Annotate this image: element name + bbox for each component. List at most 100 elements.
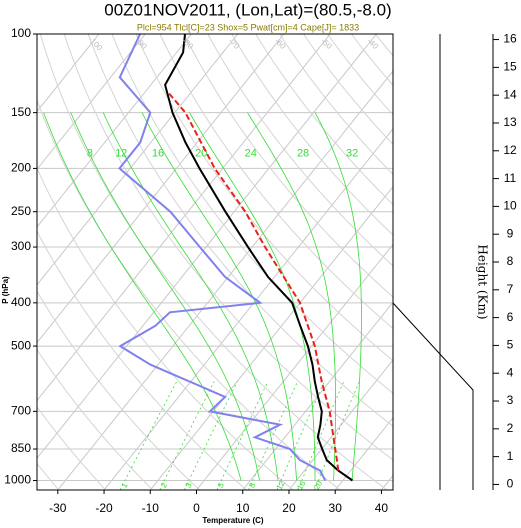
y-tick-label: 150 (11, 105, 31, 119)
y2-tick-label: 2 (507, 421, 514, 435)
mixing-ratio-line (216, 381, 269, 490)
mixing-ratio-label: 2 (159, 481, 169, 490)
y2-tick-label: 13 (503, 115, 517, 129)
y2-tick-label: 3 (507, 393, 514, 407)
profile-line (164, 34, 354, 482)
mixing-ratio-line (159, 381, 215, 490)
dry-adiabat (111, 34, 393, 394)
moist-adiabat-label: 24 (245, 148, 257, 160)
y-tick-label: 850 (11, 441, 31, 455)
chart-subtitle: Plcl=954 Tlcl[C]=23 Shox=5 Pwat[cm]=4 Ca… (137, 22, 359, 32)
isotherm (334, 416, 393, 490)
dry-adiabat (399, 34, 521, 490)
dry-adiabat (183, 34, 393, 298)
y2-tick-label: 14 (503, 87, 517, 101)
moist-adiabat (43, 112, 242, 481)
y-axis-label: P (hPa) (1, 276, 10, 304)
dry-adiabat (39, 34, 388, 490)
isotherm (37, 34, 239, 286)
y2-axis-label: Height (Km) (476, 244, 490, 319)
isotherm-label: -50 (319, 36, 334, 51)
plot-frame (36, 33, 394, 491)
plot-area: 8 12 16 20 24 28 321 2 3 5 8 12 16 20 (37, 34, 521, 492)
y-tick-label: 250 (11, 204, 31, 218)
isotherm (196, 243, 393, 490)
dry-adiabat (37, 405, 107, 490)
moist-adiabat (102, 112, 279, 481)
isotherm (381, 474, 393, 490)
dry-adiabat (37, 290, 200, 490)
y2-tick-label: 10 (503, 199, 517, 213)
y2-tick-label: 5 (507, 338, 514, 352)
y-tick-label: 400 (11, 295, 31, 309)
dry-adiabat (37, 98, 341, 490)
x-tick-label: 0 (193, 501, 200, 515)
y-tick-label: 300 (11, 239, 31, 253)
y2-tick-label: 4 (507, 365, 514, 379)
dry-adiabat (37, 462, 60, 490)
wind-panel-outline (392, 302, 474, 490)
moist-adiabat-label: 12 (115, 148, 127, 160)
dry-adiabat (37, 348, 153, 490)
mixing-ratio-line (276, 381, 325, 490)
isotherm-label: -60 (273, 36, 288, 51)
dry-adiabat (87, 34, 393, 427)
isotherm (242, 301, 393, 490)
isotherm (103, 127, 393, 490)
mixing-ratio-line (248, 381, 298, 490)
isotherm (37, 34, 146, 171)
moist-adiabat (70, 112, 260, 481)
y2-tick-label: 8 (507, 254, 514, 268)
isotherm (37, 34, 285, 344)
profile-line (118, 34, 327, 481)
dry-adiabat (207, 34, 393, 267)
isotherm (37, 34, 192, 228)
dry-adiabat (231, 34, 393, 236)
x-tick-label: 30 (329, 501, 343, 515)
isotherm-label: -70 (227, 36, 242, 51)
y2-tick-label: 7 (507, 282, 514, 296)
isotherm (288, 359, 393, 490)
y-tick-label: 100 (11, 26, 31, 40)
profile-line (167, 91, 340, 471)
mixing-ratio-label: 8 (247, 481, 257, 490)
mixing-ratio-label: 16 (295, 479, 308, 492)
x-tick-label: 10 (236, 501, 250, 515)
moist-adiabat (141, 112, 297, 481)
moist-adiabat-label: 28 (297, 148, 309, 160)
mixing-ratio-label: 5 (216, 481, 226, 490)
x-tick-label: -30 (49, 501, 67, 515)
mixing-ratio-label: 3 (184, 481, 194, 490)
x-axis-label: Temperature (C) (202, 516, 264, 525)
isotherm-label: -100 (86, 35, 104, 53)
dry-adiabat (159, 34, 393, 330)
y2-tick-label: 12 (503, 143, 517, 157)
x-tick-label: -10 (142, 501, 160, 515)
mixing-ratio-label: 12 (275, 479, 288, 492)
x-tick-label: 40 (375, 501, 389, 515)
y2-tick-label: 15 (503, 60, 517, 74)
dry-adiabat (37, 230, 247, 490)
dry-adiabat (374, 34, 393, 57)
moist-adiabat (314, 112, 362, 481)
mixing-ratio-label: 20 (312, 479, 325, 492)
y-tick-label: 1000 (4, 473, 31, 487)
y-tick-label: 700 (11, 404, 31, 418)
isotherm-label: -40 (365, 36, 380, 51)
moist-adiabat-label: 32 (346, 148, 358, 160)
chart-title: 00Z01NOV2011, (Lon,Lat)=(80.5,-8.0) (104, 0, 391, 19)
y2-tick-label: 11 (504, 171, 517, 185)
mixing-ratio-label: 1 (120, 481, 130, 490)
x-tick-label: -20 (95, 501, 113, 515)
y2-tick-label: 0 (507, 477, 514, 491)
y2-tick-label: 16 (503, 32, 517, 46)
isotherm-label: -90 (134, 36, 149, 51)
moist-adiabat (189, 112, 316, 481)
isotherm (57, 70, 393, 490)
y-tick-label: 200 (11, 161, 31, 175)
dry-adiabat (327, 34, 393, 116)
mixing-ratio-line (119, 381, 178, 490)
isotherm (37, 34, 331, 402)
dry-adiabat (63, 34, 393, 461)
